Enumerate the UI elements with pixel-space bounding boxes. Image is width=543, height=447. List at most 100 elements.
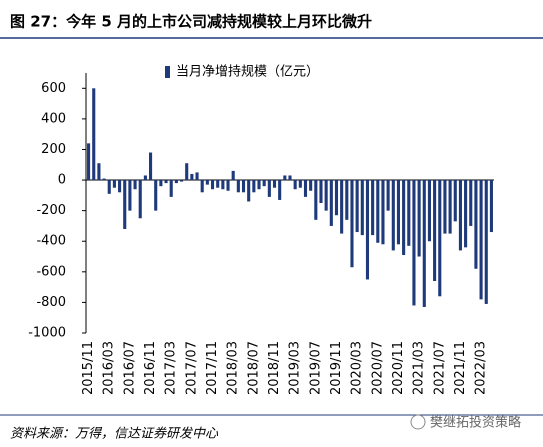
bar <box>241 180 246 193</box>
x-tick-label: 2018/07 <box>246 341 261 395</box>
y-tick-label: 0 <box>58 173 66 188</box>
x-tick-label: 2016/11 <box>143 341 158 395</box>
source: 资料来源：万得，信达证券研发中心 <box>10 427 219 442</box>
bar <box>226 180 230 191</box>
x-tick-label: 2021/11 <box>453 341 468 395</box>
bar <box>469 180 473 226</box>
bar <box>216 180 220 188</box>
x-tick-label: 2018/11 <box>267 341 282 395</box>
x-tick-label: 2019/11 <box>329 341 344 395</box>
bar <box>309 180 313 191</box>
bar <box>169 180 173 197</box>
bar <box>87 143 91 181</box>
legend-label: 当月净增持规模（亿元） <box>176 65 319 80</box>
bar <box>355 180 359 233</box>
bar <box>438 180 442 297</box>
bar <box>159 180 163 187</box>
x-tick-label: 2018/03 <box>226 341 241 395</box>
bar <box>174 180 178 184</box>
bar <box>267 180 271 197</box>
y-tick-label: -600 <box>36 264 66 279</box>
bar <box>102 178 106 181</box>
bar <box>154 180 158 211</box>
bar <box>278 180 282 200</box>
bar <box>303 180 308 197</box>
bar <box>422 180 426 307</box>
bar <box>407 180 411 246</box>
bar <box>448 180 452 234</box>
bar <box>112 180 116 188</box>
bar <box>474 180 478 269</box>
bar <box>92 88 96 181</box>
bar <box>360 180 364 236</box>
bar <box>427 180 431 242</box>
bar <box>340 180 344 234</box>
y-tick-label: 200 <box>41 142 66 157</box>
x-tick-label: 2020/03 <box>350 341 365 395</box>
bar <box>252 180 256 193</box>
bar <box>262 180 266 187</box>
bar <box>164 180 168 184</box>
bar <box>329 180 333 226</box>
bar <box>221 180 225 190</box>
bar <box>376 180 380 243</box>
bar <box>205 180 209 185</box>
bar <box>236 180 240 193</box>
bar <box>195 172 199 181</box>
x-tick-label: 2022/03 <box>474 341 489 395</box>
bar <box>391 180 395 251</box>
bar <box>143 175 147 181</box>
watermark: 樊继拓投资策略 <box>430 415 521 431</box>
x-tick-label: 2020/11 <box>391 341 406 395</box>
bar <box>179 180 184 182</box>
bar <box>458 180 462 251</box>
x-tick-label: 2016/03 <box>102 341 117 395</box>
bar <box>185 163 189 181</box>
bar <box>381 180 385 245</box>
x-tick-label: 2015/11 <box>81 341 96 395</box>
bar <box>257 180 261 190</box>
y-tick-label: 400 <box>41 111 66 126</box>
bar <box>128 180 132 211</box>
x-tick-label: 2020/07 <box>370 341 385 395</box>
bar <box>443 180 447 234</box>
bar <box>298 180 302 188</box>
bar <box>417 180 421 257</box>
bar <box>350 180 354 268</box>
bar <box>319 180 323 203</box>
x-tick-label: 2017/03 <box>164 341 179 395</box>
bar <box>133 180 137 190</box>
bar <box>107 180 111 194</box>
x-tick-label: 2016/07 <box>122 341 137 395</box>
y-tick-label: -800 <box>36 295 66 310</box>
bar <box>149 152 153 181</box>
y-tick-label: 600 <box>41 81 66 96</box>
bar <box>288 175 292 181</box>
bar <box>489 180 493 233</box>
x-tick-label: 2019/07 <box>308 341 323 395</box>
y-tick-label: -200 <box>36 203 66 218</box>
bar <box>97 163 101 181</box>
legend-swatch <box>165 66 170 78</box>
x-tick-label: 2019/03 <box>288 341 303 395</box>
bar <box>402 180 406 255</box>
bar <box>200 180 204 193</box>
bar <box>334 180 339 216</box>
bar <box>118 180 122 193</box>
bar <box>190 173 194 181</box>
bar <box>123 180 127 229</box>
x-tick-label: 2017/11 <box>205 341 220 395</box>
bar <box>396 180 401 245</box>
bar <box>365 180 370 280</box>
bar <box>231 170 235 181</box>
bar <box>247 180 251 202</box>
bar <box>433 180 437 281</box>
bar <box>138 180 142 219</box>
y-tick-label: -1000 <box>28 326 66 341</box>
bar <box>283 175 287 181</box>
bar <box>293 180 297 190</box>
bar <box>324 180 328 211</box>
bar <box>412 180 416 306</box>
bar <box>386 180 390 211</box>
